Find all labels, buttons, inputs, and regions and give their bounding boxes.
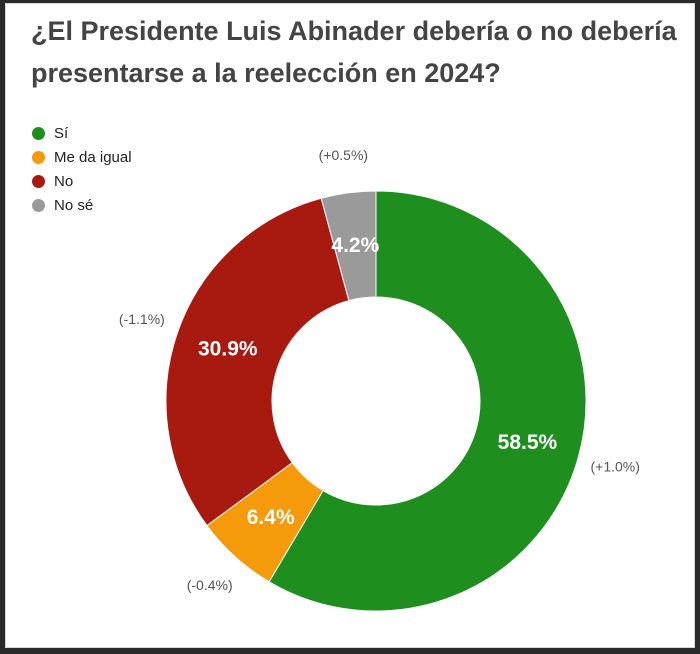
chart-legend: Sí Me da igual No No sé <box>32 121 132 217</box>
legend-label: No sé <box>54 196 94 214</box>
legend-label: No <box>54 172 74 190</box>
chart-title: ¿El Presidente Luis Abinader debería o n… <box>31 16 677 88</box>
slice-change-label: (-0.4%) <box>187 577 233 593</box>
legend-item-no: No <box>32 169 132 193</box>
donut-slice-si <box>268 190 587 612</box>
legend-swatch <box>32 174 45 188</box>
slice-change-label: (+0.5%) <box>319 147 368 163</box>
legend-item-si: Sí <box>32 121 132 145</box>
legend-swatch <box>32 150 45 164</box>
legend-item-me-da-igual: Me da igual <box>32 145 132 169</box>
slice-value-label: 58.5% <box>498 431 558 454</box>
slice-value-label: 30.9% <box>198 338 258 361</box>
slice-change-label: (-1.1%) <box>119 311 165 327</box>
slice-value-label: 4.2% <box>331 234 379 257</box>
legend-label: Sí <box>54 124 69 142</box>
donut-slice-no-se <box>320 190 377 302</box>
slice-change-label: (+1.0%) <box>590 458 639 474</box>
legend-label: Me da igual <box>54 148 132 166</box>
legend-item-no-se: No sé <box>32 193 132 217</box>
donut-slice-no <box>165 197 350 527</box>
slice-value-label: 6.4% <box>247 506 295 529</box>
legend-swatch <box>32 126 45 140</box>
legend-swatch <box>32 198 45 212</box>
